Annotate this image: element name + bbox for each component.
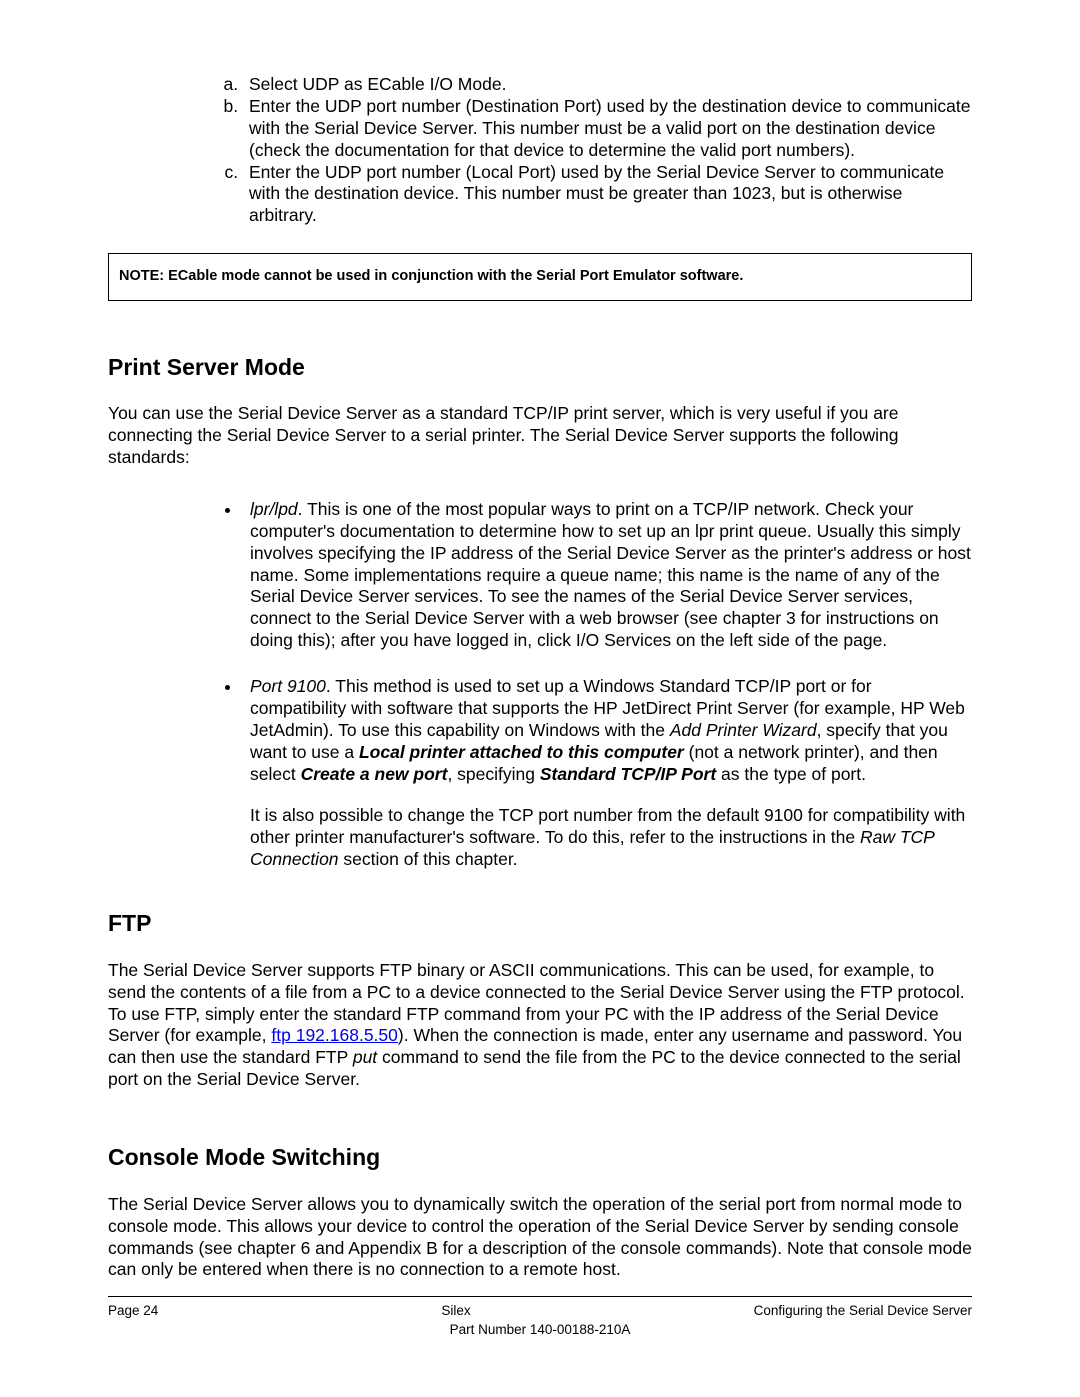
port9100-lead: Port 9100 <box>250 676 326 696</box>
footer-rule <box>108 1296 972 1297</box>
footer-page: Page 24 <box>108 1303 158 1320</box>
port9100-p2a: It is also possible to change the TCP po… <box>250 805 965 847</box>
step-b: Enter the UDP port number (Destination P… <box>243 96 972 162</box>
footer-part-number: Part Number 140-00188-210A <box>108 1322 972 1339</box>
add-printer-wizard: Add Printer Wizard <box>670 720 817 740</box>
udp-steps-list: Select UDP as ECable I/O Mode. Enter the… <box>108 74 972 227</box>
lpr-lpd-rest: . This is one of the most popular ways t… <box>250 499 971 650</box>
port9100-para2: It is also possible to change the TCP po… <box>250 805 972 871</box>
port9100-p2b: section of this chapter. <box>339 849 518 869</box>
lpr-lpd-lead: lpr/lpd <box>250 499 298 519</box>
create-new-port: Create a new port <box>301 764 448 784</box>
ftp-body: The Serial Device Server supports FTP bi… <box>108 960 972 1091</box>
port9100-p1d: , specifying <box>447 764 539 784</box>
step-a: Select UDP as ECable I/O Mode. <box>243 74 972 96</box>
bullet-port-9100: Port 9100. This method is used to set up… <box>242 676 972 871</box>
ftp-put: put <box>353 1047 377 1067</box>
local-printer-attached: Local printer attached to this computer <box>359 742 684 762</box>
standard-tcpip-port: Standard TCP/IP Port <box>540 764 716 784</box>
port9100-p1e: as the type of port. <box>716 764 866 784</box>
console-mode-heading: Console Mode Switching <box>108 1143 972 1172</box>
ftp-link[interactable]: ftp 192.168.5.50 <box>271 1025 398 1045</box>
bullet-lpr-lpd: lpr/lpd. This is one of the most popular… <box>242 499 972 652</box>
print-server-bullets: lpr/lpd. This is one of the most popular… <box>108 499 972 871</box>
console-mode-body: The Serial Device Server allows you to d… <box>108 1194 972 1282</box>
print-server-intro: You can use the Serial Device Server as … <box>108 403 972 469</box>
print-server-mode-heading: Print Server Mode <box>108 353 972 382</box>
footer-right: Configuring the Serial Device Server <box>754 1303 972 1320</box>
note-box: NOTE: ECable mode cannot be used in conj… <box>108 253 972 300</box>
page-footer: Page 24 Silex Configuring the Serial Dev… <box>108 1296 972 1339</box>
step-c: Enter the UDP port number (Local Port) u… <box>243 162 972 228</box>
ftp-heading: FTP <box>108 909 972 938</box>
footer-center: Silex <box>158 1303 753 1320</box>
